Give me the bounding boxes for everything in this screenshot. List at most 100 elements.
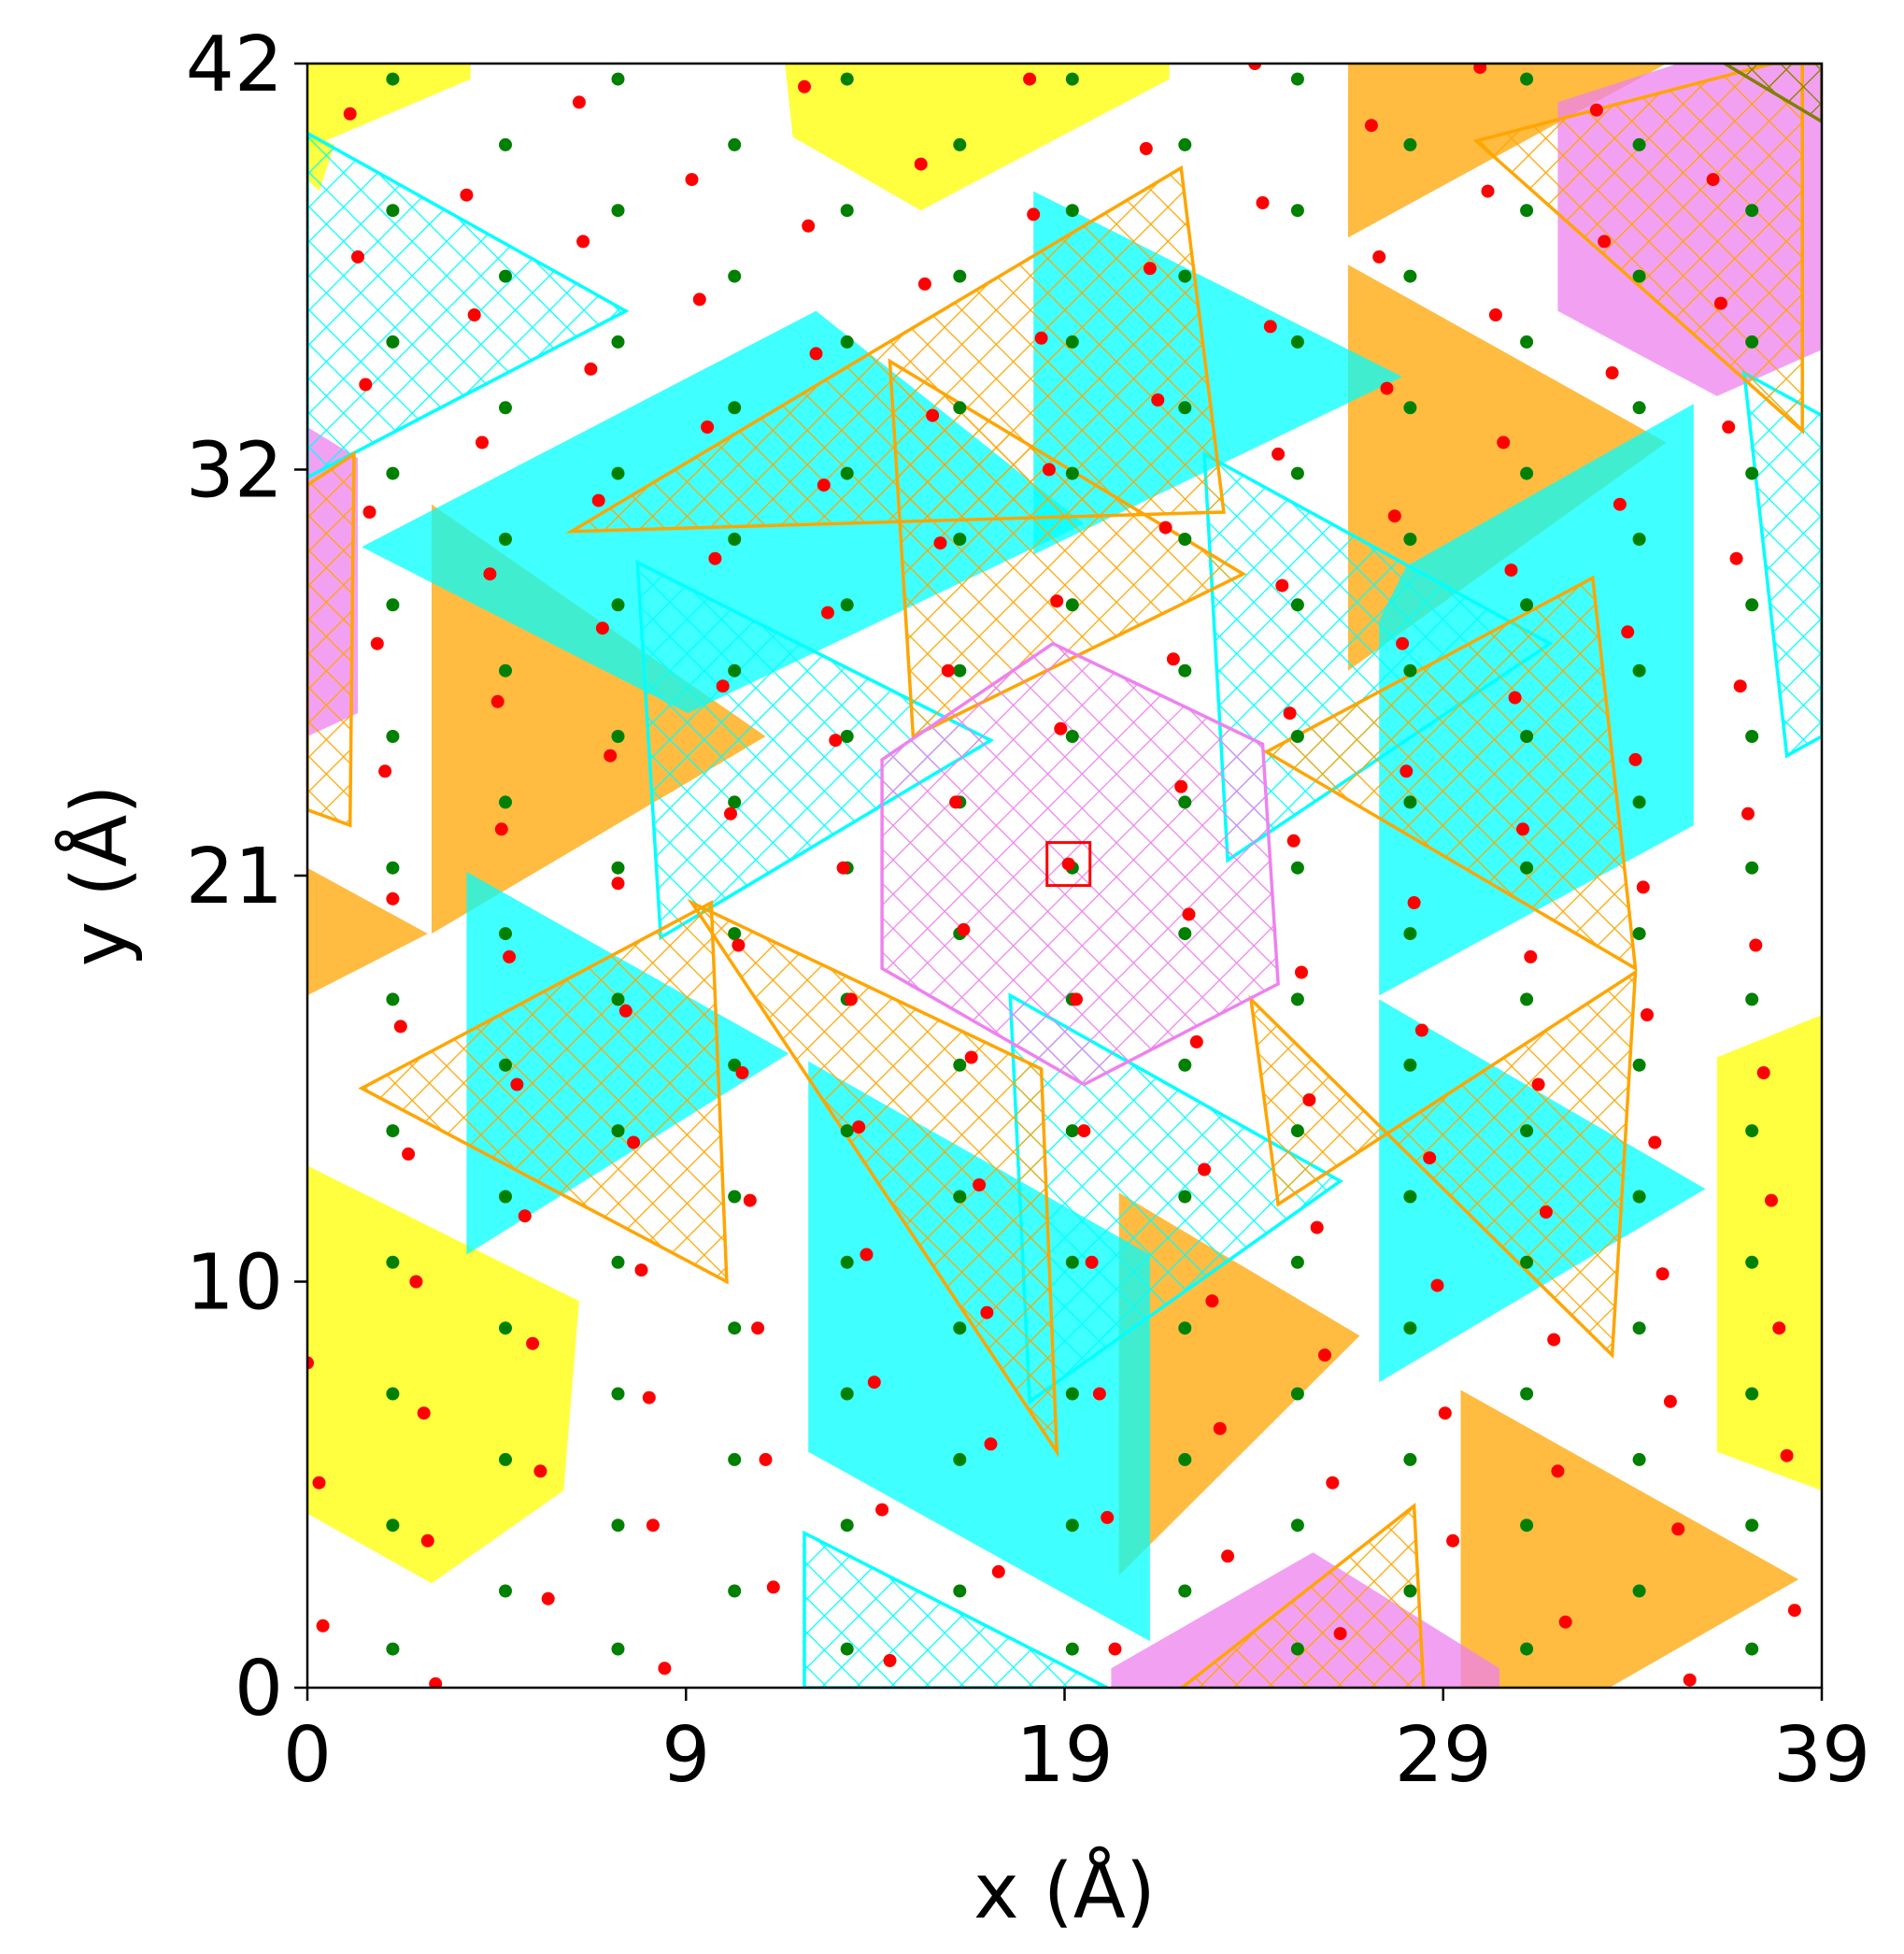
red-atom-point-53 — [821, 606, 834, 620]
red-atom-point-47 — [933, 536, 947, 550]
green-atom-series — [386, 72, 1759, 1656]
red-atom-point-131 — [867, 1376, 881, 1390]
green-atom-point-141 — [1632, 1452, 1646, 1466]
green-atom-point-35 — [1178, 401, 1192, 415]
green-atom-point-114 — [1403, 1190, 1417, 1204]
green-atom-point-103 — [386, 1124, 400, 1138]
red-atom-point-7 — [685, 173, 699, 187]
red-atom-point-65 — [604, 749, 618, 763]
green-atom-point-46 — [728, 533, 742, 546]
green-atom-point-5 — [1290, 72, 1304, 86]
green-atom-point-124 — [728, 1321, 742, 1335]
red-atom-point-128 — [1655, 1267, 1670, 1281]
red-atom-point-154 — [1671, 1522, 1685, 1536]
red-atom-point-69 — [1508, 691, 1522, 705]
red-atom-point-54 — [1050, 594, 1064, 608]
green-atom-point-55 — [1290, 598, 1304, 612]
green-atom-point-12 — [386, 204, 400, 218]
green-atom-point-116 — [386, 1255, 400, 1269]
hatched-region-pink-15 — [880, 641, 1280, 1087]
red-atom-point-64 — [378, 764, 392, 778]
green-atom-point-127 — [1403, 1321, 1417, 1335]
red-atom-point-13 — [576, 235, 590, 249]
red-atom-point-9 — [1139, 142, 1153, 155]
green-atom-point-67 — [1065, 730, 1079, 743]
red-atom-point-151 — [991, 1564, 1005, 1578]
red-atom-point-71 — [494, 822, 508, 836]
green-atom-point-155 — [386, 1642, 400, 1656]
green-atom-point-95 — [1520, 992, 1534, 1006]
hatched-region-orange-6 — [564, 164, 1226, 534]
red-atom-point-33 — [701, 421, 715, 434]
red-atom-point-52 — [595, 621, 609, 635]
green-atom-point-18 — [1745, 204, 1759, 218]
hatched-region-orange-12 — [1472, 64, 1804, 435]
green-atom-point-115 — [1632, 1190, 1646, 1204]
green-atom-point-74 — [1178, 795, 1192, 809]
red-atom-point-152 — [1221, 1549, 1235, 1563]
green-atom-point-158 — [1065, 1642, 1079, 1656]
red-atom-point-133 — [1318, 1348, 1331, 1362]
red-atom-point-149 — [541, 1591, 555, 1605]
red-atom-point-35 — [1151, 393, 1165, 406]
red-atom-point-103 — [402, 1147, 416, 1161]
green-atom-point-3 — [1065, 72, 1079, 86]
green-atom-point-121 — [1520, 1255, 1534, 1269]
red-atom-point-79 — [836, 861, 850, 875]
red-atom-point-165 — [1683, 1673, 1697, 1687]
red-atom-point-129 — [417, 1406, 431, 1420]
green-atom-point-50 — [1632, 533, 1646, 546]
red-atom-point-105 — [852, 1120, 866, 1134]
green-atom-point-94 — [1290, 992, 1304, 1006]
y-tick-label-4: 42 — [186, 21, 283, 109]
red-atom-point-99 — [964, 1050, 978, 1064]
green-atom-point-91 — [611, 992, 625, 1006]
green-atom-point-83 — [1745, 861, 1759, 875]
red-atom-point-143 — [646, 1519, 660, 1533]
green-atom-point-48 — [1178, 533, 1192, 546]
green-atom-point-61 — [1178, 663, 1192, 677]
red-atom-point-159 — [883, 1654, 897, 1667]
green-atom-point-68 — [1290, 730, 1304, 743]
green-atom-point-151 — [953, 1584, 967, 1598]
red-atom-point-84 — [503, 949, 517, 963]
red-atom-point-80 — [1061, 857, 1075, 871]
green-atom-point-161 — [1745, 1642, 1759, 1656]
green-atom-point-32 — [499, 401, 512, 415]
red-atom-point-72 — [724, 806, 737, 820]
red-atom-point-164 — [307, 1356, 314, 1370]
green-atom-point-56 — [1520, 598, 1534, 612]
green-atom-point-146 — [1290, 1519, 1304, 1533]
green-atom-point-137 — [728, 1452, 742, 1466]
red-atom-point-76 — [1628, 752, 1642, 766]
red-atom-point-121 — [1539, 1205, 1553, 1219]
green-atom-point-0 — [386, 72, 400, 86]
red-atom-point-95 — [1524, 949, 1538, 963]
red-atom-point-123 — [526, 1336, 540, 1350]
green-atom-point-87 — [1178, 927, 1192, 941]
red-atom-point-135 — [1772, 1321, 1786, 1335]
green-atom-point-24 — [1632, 269, 1646, 283]
green-atom-point-106 — [1065, 1124, 1079, 1138]
green-atom-point-120 — [1290, 1255, 1304, 1269]
filled-region-yellow-1 — [785, 64, 1170, 211]
red-atom-point-28 — [1034, 331, 1048, 345]
red-atom-point-58 — [490, 694, 504, 708]
red-atom-point-111 — [743, 1193, 757, 1207]
green-atom-point-99 — [953, 1058, 967, 1072]
green-atom-point-41 — [1065, 466, 1079, 480]
red-atom-point-27 — [809, 347, 823, 361]
green-atom-point-89 — [1632, 927, 1646, 941]
green-atom-point-17 — [1520, 204, 1534, 218]
red-atom-point-10 — [1364, 119, 1378, 133]
hatched-region-orange-11 — [1248, 969, 1638, 1360]
red-atom-point-148 — [1780, 1448, 1794, 1462]
green-atom-point-88 — [1403, 927, 1417, 941]
green-atom-point-21 — [953, 269, 967, 283]
hatched-region-olive-16 — [1721, 64, 1822, 124]
green-atom-point-1 — [611, 72, 625, 86]
green-atom-point-66 — [840, 730, 854, 743]
green-atom-point-109 — [1745, 1124, 1759, 1138]
green-atom-point-47 — [953, 533, 967, 546]
highlight-marker — [1045, 841, 1092, 888]
